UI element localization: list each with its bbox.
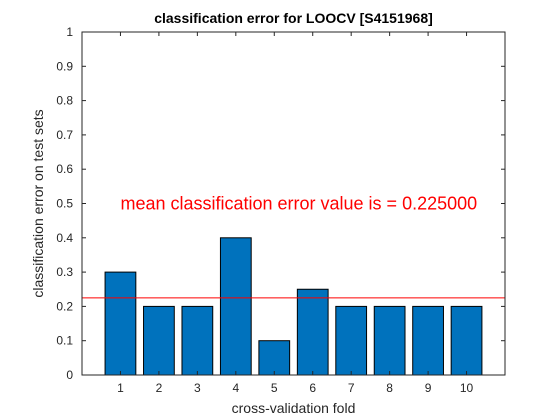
- x-tick-label-8: 8: [386, 381, 393, 395]
- x-tick-label-10: 10: [460, 381, 474, 395]
- bars-group: [104, 237, 483, 376]
- bar-4: [219, 237, 252, 376]
- bar-3: [181, 305, 214, 376]
- bar-10: [450, 305, 483, 376]
- mean-error-annotation: mean classification error value is = 0.2…: [120, 194, 477, 214]
- bar-1: [104, 271, 137, 376]
- x-tick-label-9: 9: [425, 381, 432, 395]
- y-tick-label-0.1: 0.1: [56, 334, 73, 348]
- y-axis-label: classification error on test sets: [30, 109, 46, 297]
- x-tick-label-7: 7: [348, 381, 355, 395]
- x-tick-label-3: 3: [194, 381, 201, 395]
- y-tick-label-0.6: 0.6: [56, 162, 73, 176]
- y-tick-label-0.4: 0.4: [56, 231, 73, 245]
- y-tick-label-0: 0: [66, 368, 73, 382]
- bar-6: [296, 288, 329, 376]
- y-tick-label-0.2: 0.2: [56, 299, 73, 313]
- x-tick-label-6: 6: [309, 381, 316, 395]
- y-tick-label-0.5: 0.5: [56, 197, 73, 211]
- ticks-group: 1 2 3 4 5 6 7 8 9 10 0 0.1 0.2 0.3 0.4 0.5 0.6 0.7 0.8 0.9 1: [56, 25, 505, 395]
- chart-title: classification error for LOOCV [S4151968…: [154, 10, 433, 26]
- y-tick-label-0.3: 0.3: [56, 265, 73, 279]
- bar-2: [143, 305, 175, 376]
- y-tick-label-0.7: 0.7: [56, 128, 73, 142]
- x-tick-label-5: 5: [271, 381, 278, 395]
- y-tick-label-0.8: 0.8: [56, 94, 73, 108]
- bar-5: [258, 340, 291, 376]
- x-tick-label-1: 1: [117, 381, 124, 395]
- bar-8: [373, 305, 406, 376]
- y-tick-label-1: 1: [66, 25, 73, 39]
- x-tick-label-2: 2: [156, 381, 163, 395]
- x-tick-label-4: 4: [232, 381, 239, 395]
- x-axis-label: cross-validation fold: [232, 400, 356, 416]
- bar-9: [412, 305, 444, 376]
- y-tick-label-0.9: 0.9: [56, 59, 73, 73]
- bar-7: [335, 305, 368, 376]
